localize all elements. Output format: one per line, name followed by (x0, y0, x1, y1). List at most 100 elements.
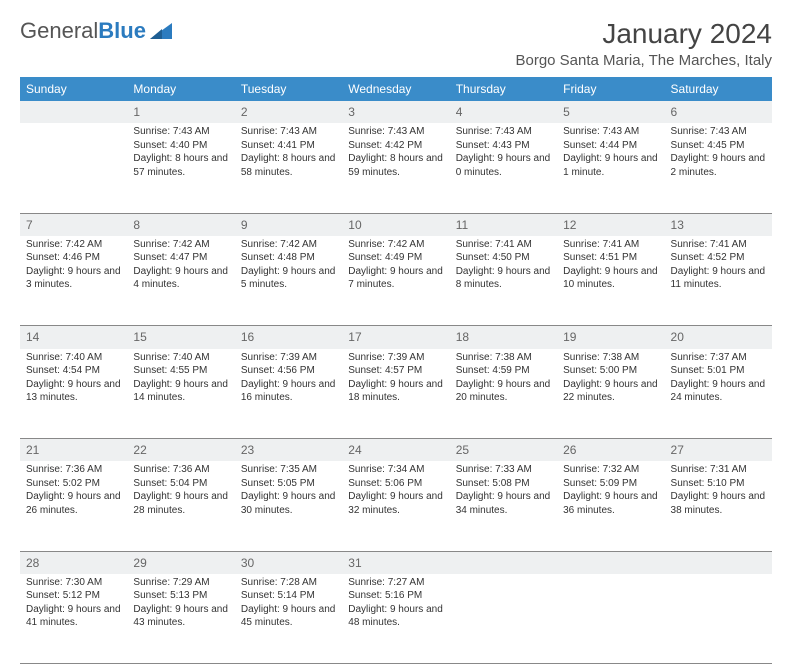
day-cell: Sunrise: 7:37 AMSunset: 5:01 PMDaylight:… (665, 349, 772, 439)
daylight: Daylight: 9 hours and 0 minutes. (456, 152, 551, 179)
daylight: Daylight: 9 hours and 32 minutes. (348, 490, 443, 517)
sunset: Sunset: 4:44 PM (563, 139, 658, 153)
day-number: 14 (20, 326, 127, 349)
day-number: 28 (20, 551, 127, 574)
day-header: Tuesday (235, 77, 342, 101)
day-number: 16 (235, 326, 342, 349)
day-cell: Sunrise: 7:33 AMSunset: 5:08 PMDaylight:… (450, 461, 557, 551)
sunrise: Sunrise: 7:39 AM (241, 351, 336, 365)
day-number: 3 (342, 101, 449, 123)
daylight: Daylight: 9 hours and 41 minutes. (26, 603, 121, 630)
daylight: Daylight: 9 hours and 48 minutes. (348, 603, 443, 630)
sunrise: Sunrise: 7:42 AM (133, 238, 228, 252)
day-cell: Sunrise: 7:41 AMSunset: 4:52 PMDaylight:… (665, 236, 772, 326)
sunset: Sunset: 5:02 PM (26, 477, 121, 491)
sunrise: Sunrise: 7:43 AM (133, 125, 228, 139)
daylight: Daylight: 8 hours and 57 minutes. (133, 152, 228, 179)
daylight: Daylight: 9 hours and 2 minutes. (671, 152, 766, 179)
day-cell: Sunrise: 7:42 AMSunset: 4:47 PMDaylight:… (127, 236, 234, 326)
day-number: 29 (127, 551, 234, 574)
day-header: Saturday (665, 77, 772, 101)
day-cell: Sunrise: 7:36 AMSunset: 5:04 PMDaylight:… (127, 461, 234, 551)
sunrise: Sunrise: 7:40 AM (26, 351, 121, 365)
sunrise: Sunrise: 7:40 AM (133, 351, 228, 365)
sunrise: Sunrise: 7:28 AM (241, 576, 336, 590)
day-number (557, 551, 664, 574)
sunrise: Sunrise: 7:43 AM (671, 125, 766, 139)
day-cell: Sunrise: 7:40 AMSunset: 4:55 PMDaylight:… (127, 349, 234, 439)
sunrise: Sunrise: 7:27 AM (348, 576, 443, 590)
day-cell: Sunrise: 7:43 AMSunset: 4:45 PMDaylight:… (665, 123, 772, 213)
week-row: Sunrise: 7:42 AM Sunset: 4:46 PM Daylight:… (20, 236, 772, 326)
day-cell: Sunrise: 7:43 AMSunset: 4:40 PMDaylight:… (127, 123, 234, 213)
daylight: Daylight: 9 hours and 20 minutes. (456, 378, 551, 405)
daylight: Daylight: 9 hours and 14 minutes. (133, 378, 228, 405)
sunset: Sunset: 4:51 PM (563, 251, 658, 265)
day-cell (20, 123, 127, 213)
day-cell: Sunrise: 7:42 AMSunset: 4:46 PMDaylight:… (20, 236, 127, 326)
sunset: Sunset: 4:54 PM (26, 364, 121, 378)
daynum-row: 21222324252627 (20, 439, 772, 462)
day-header: Monday (127, 77, 234, 101)
sunrise: Sunrise: 7:43 AM (348, 125, 443, 139)
sunset: Sunset: 5:13 PM (133, 589, 228, 603)
daynum-row: 78910111213 (20, 213, 772, 236)
sunrise: Sunrise: 7:43 AM (563, 125, 658, 139)
sunset: Sunset: 4:48 PM (241, 251, 336, 265)
sunset: Sunset: 5:00 PM (563, 364, 658, 378)
day-cell: Sunrise: 7:34 AMSunset: 5:06 PMDaylight:… (342, 461, 449, 551)
day-number: 2 (235, 101, 342, 123)
sunset: Sunset: 5:06 PM (348, 477, 443, 491)
sunset: Sunset: 5:09 PM (563, 477, 658, 491)
sunset: Sunset: 4:46 PM (26, 251, 121, 265)
sunrise: Sunrise: 7:37 AM (671, 351, 766, 365)
day-number: 10 (342, 213, 449, 236)
sunrise: Sunrise: 7:41 AM (456, 238, 551, 252)
day-cell: Sunrise: 7:43 AMSunset: 4:44 PMDaylight:… (557, 123, 664, 213)
sunset: Sunset: 5:16 PM (348, 589, 443, 603)
title-block: January 2024 Borgo Santa Maria, The Marc… (515, 18, 772, 75)
day-number: 22 (127, 439, 234, 462)
daylight: Daylight: 9 hours and 22 minutes. (563, 378, 658, 405)
day-number: 8 (127, 213, 234, 236)
daylight: Daylight: 9 hours and 11 minutes. (671, 265, 766, 292)
month-title: January 2024 (515, 18, 772, 50)
daylight: Daylight: 9 hours and 4 minutes. (133, 265, 228, 292)
sunset: Sunset: 5:14 PM (241, 589, 336, 603)
sunset: Sunset: 4:57 PM (348, 364, 443, 378)
day-cell: Sunrise: 7:28 AMSunset: 5:14 PMDaylight:… (235, 574, 342, 664)
week-row: Sunrise: 7:36 AMSunset: 5:02 PM Daylight:… (20, 461, 772, 551)
sunrise: Sunrise: 7:33 AM (456, 463, 551, 477)
day-header: Sunday (20, 77, 127, 101)
sunrise: Sunrise: 7:39 AM (348, 351, 443, 365)
sunrise: Sunrise: 7:32 AM (563, 463, 658, 477)
sunrise: Sunrise: 7:36 AM (26, 463, 121, 477)
logo-part2: Blue (98, 18, 146, 43)
daylight: Daylight: 9 hours and 28 minutes. (133, 490, 228, 517)
sunset: Sunset: 5:12 PM (26, 589, 121, 603)
day-number (20, 101, 127, 123)
daylight: Daylight: 9 hours and 5 minutes. (241, 265, 336, 292)
day-cell: Sunrise: 7:41 AMSunset: 4:51 PMDaylight:… (557, 236, 664, 326)
day-cell (665, 574, 772, 664)
sunset: Sunset: 4:50 PM (456, 251, 551, 265)
day-header: Friday (557, 77, 664, 101)
day-number: 17 (342, 326, 449, 349)
sunset: Sunset: 5:04 PM (133, 477, 228, 491)
daylight: Daylight: 9 hours and 43 minutes. (133, 603, 228, 630)
daylight: Daylight: 9 hours and 38 minutes. (671, 490, 766, 517)
day-cell: Sunrise: 7:43 AMSunset: 4:41 PMDaylight:… (235, 123, 342, 213)
day-cell: Sunrise: 7:40 AMSunset: 4:54 PMDaylight:… (20, 349, 127, 439)
sunset: Sunset: 5:10 PM (671, 477, 766, 491)
sunset: Sunset: 4:56 PM (241, 364, 336, 378)
sunset: Sunset: 5:05 PM (241, 477, 336, 491)
day-number: 31 (342, 551, 449, 574)
sunrise: Sunrise: 7:31 AM (671, 463, 766, 477)
logo-part1: General (20, 18, 98, 43)
day-cell: Sunrise: 7:43 AMSunset: 4:42 PMDaylight:… (342, 123, 449, 213)
week-row: Sunrise: 7:40 AMSunset: 4:54 PMDaylight:… (20, 349, 772, 439)
location: Borgo Santa Maria, The Marches, Italy (515, 52, 772, 69)
day-number (450, 551, 557, 574)
daylight: Daylight: 9 hours and 34 minutes. (456, 490, 551, 517)
sunset: Sunset: 4:41 PM (241, 139, 336, 153)
